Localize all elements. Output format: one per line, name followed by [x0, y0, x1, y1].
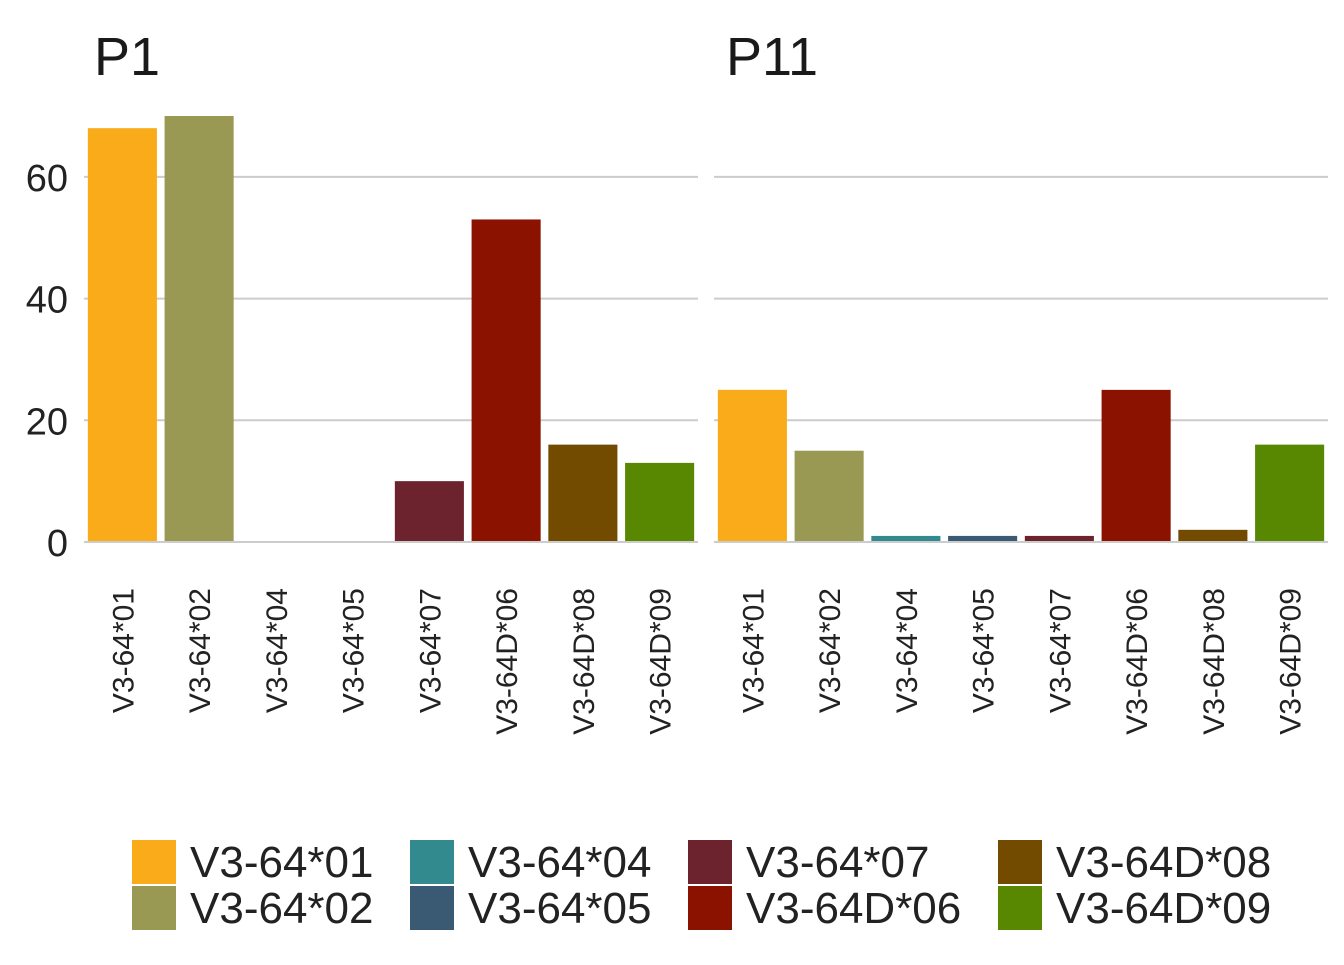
y-tick-label: 60	[26, 158, 68, 200]
y-tick-label: 20	[26, 401, 68, 443]
bar	[164, 116, 234, 542]
bar	[794, 450, 864, 542]
bar	[548, 444, 618, 542]
bar	[1255, 444, 1325, 542]
x-tick-label: V3-64D*08	[1198, 588, 1231, 735]
bar	[948, 535, 1018, 542]
legend-label: V3-64D*06	[746, 884, 961, 933]
legend-label: V3-64*02	[190, 884, 373, 933]
x-tick-label: V3-64D*08	[568, 588, 601, 735]
legend-swatch	[688, 886, 732, 930]
x-tick-label: V3-64*05	[968, 588, 1001, 713]
legend-label: V3-64*04	[468, 838, 651, 887]
bar	[471, 219, 541, 542]
legend-swatch	[132, 886, 176, 930]
legend-swatch	[688, 840, 732, 884]
bar	[394, 481, 464, 542]
y-tick-label: 40	[26, 280, 68, 322]
x-tick-label: V3-64*02	[814, 588, 847, 713]
legend-label: V3-64D*09	[1056, 884, 1271, 933]
x-tick-label: V3-64D*06	[1121, 588, 1154, 735]
x-tick-label: V3-64*05	[338, 588, 371, 713]
x-tick-label: V3-64*01	[737, 588, 770, 713]
x-tick-label: V3-64*04	[891, 588, 924, 713]
bar	[1178, 529, 1248, 542]
x-tick-label: V3-64D*06	[491, 588, 524, 735]
bar	[717, 389, 787, 542]
legend-swatch	[410, 886, 454, 930]
bar	[87, 128, 157, 542]
legend-swatch	[410, 840, 454, 884]
x-tick-label: V3-64*01	[107, 588, 140, 713]
panel-title: P11	[726, 27, 818, 87]
x-tick-label: V3-64*02	[184, 588, 217, 713]
legend-label: V3-64*05	[468, 884, 651, 933]
legend-swatch	[132, 840, 176, 884]
y-tick-label: 0	[47, 523, 68, 565]
x-tick-label: V3-64*07	[1044, 588, 1077, 713]
bar	[1101, 389, 1171, 542]
legend-label: V3-64D*08	[1056, 838, 1271, 887]
x-tick-label: V3-64D*09	[645, 588, 678, 735]
bar	[871, 535, 941, 542]
bar	[1024, 535, 1094, 542]
panel-title: P1	[94, 27, 160, 87]
legend-label: V3-64*07	[746, 838, 929, 887]
x-tick-label: V3-64*04	[261, 588, 294, 713]
x-tick-label: V3-64D*09	[1275, 588, 1308, 735]
x-tick-label: V3-64*07	[414, 588, 447, 713]
legend-swatch	[998, 840, 1042, 884]
bar	[625, 462, 695, 542]
legend-label: V3-64*01	[190, 838, 373, 887]
legend-swatch	[998, 886, 1042, 930]
